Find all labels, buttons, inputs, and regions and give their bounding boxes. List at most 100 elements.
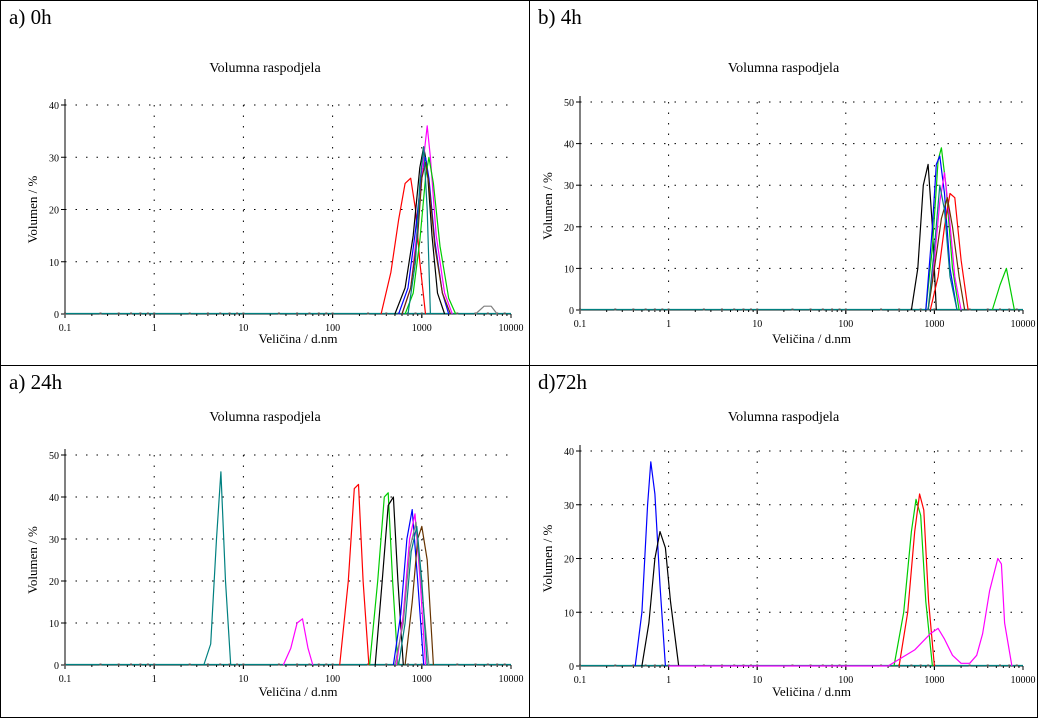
- series-line-5: [374, 496, 404, 666]
- series-line-3: [925, 155, 958, 311]
- baseline-marker: [228, 312, 231, 315]
- panel-label: b) 4h: [538, 5, 582, 29]
- series-line-1: [203, 471, 232, 666]
- baseline-marker: [456, 312, 459, 315]
- series-line-2: [282, 618, 314, 666]
- baseline-marker: [242, 663, 245, 666]
- series-line-3: [398, 156, 450, 315]
- baseline-marker: [486, 663, 489, 666]
- baseline-marker: [99, 663, 102, 666]
- x-tick-label: 10000: [499, 323, 524, 334]
- baseline-marker: [219, 312, 222, 315]
- baseline-marker: [296, 312, 299, 315]
- series-line-6: [401, 161, 452, 315]
- baseline-marker: [503, 663, 506, 666]
- baseline-marker: [277, 663, 280, 666]
- baseline-marker: [236, 663, 239, 666]
- series-line-8: [404, 525, 434, 666]
- baseline-marker: [756, 308, 759, 311]
- baseline-marker: [791, 308, 794, 311]
- baseline-marker: [277, 312, 280, 315]
- baseline-marker: [146, 312, 149, 315]
- baseline-marker: [632, 664, 635, 667]
- baseline-marker: [188, 312, 191, 315]
- y-tick-label: 30: [49, 153, 59, 164]
- x-tick-label: 0.1: [59, 323, 72, 334]
- y-tick-label: 40: [564, 447, 574, 458]
- baseline-marker: [809, 308, 812, 311]
- chart-title: Volumna raspodjela: [727, 410, 840, 425]
- baseline-marker: [632, 308, 635, 311]
- y-tick-label: 0: [569, 662, 574, 673]
- chart-title: Volumna raspodjela: [209, 61, 321, 76]
- panel-label: a) 0h: [9, 5, 52, 29]
- baseline-marker: [661, 664, 664, 667]
- y-tick-label: 40: [564, 140, 574, 151]
- baseline-marker: [153, 663, 156, 666]
- baseline-marker: [331, 312, 334, 315]
- x-tick-label: 10: [752, 675, 762, 686]
- y-tick-label: 10: [564, 608, 574, 619]
- baseline-marker: [139, 312, 142, 315]
- baseline-marker: [420, 312, 423, 315]
- baseline-marker: [644, 308, 647, 311]
- baseline-marker: [317, 663, 320, 666]
- y-tick-label: 30: [49, 535, 59, 546]
- baseline-marker: [296, 663, 299, 666]
- x-tick-label: 1: [666, 675, 671, 686]
- baseline-marker: [653, 308, 656, 311]
- baseline-marker: [986, 664, 989, 667]
- baseline-marker: [1015, 664, 1018, 667]
- baseline-marker: [406, 663, 409, 666]
- baseline-marker: [919, 308, 922, 311]
- y-tick-label: 20: [564, 223, 574, 234]
- baseline-marker: [503, 312, 506, 315]
- y-tick-label: 10: [49, 258, 59, 269]
- baseline-marker: [308, 312, 311, 315]
- baseline-marker: [733, 308, 736, 311]
- baseline-marker: [117, 663, 120, 666]
- x-axis-label: Veličina / d.nm: [258, 684, 337, 699]
- baseline-marker: [496, 663, 499, 666]
- baseline-marker: [117, 312, 120, 315]
- baseline-marker: [325, 312, 328, 315]
- y-tick-label: 20: [564, 555, 574, 566]
- baseline-marker: [325, 663, 328, 666]
- y-axis-label: Volumen / %: [540, 172, 555, 240]
- series-line-7: [395, 513, 427, 666]
- baseline-marker: [486, 312, 489, 315]
- baseline-marker: [927, 664, 930, 667]
- chart-svg: 0.1 1 10 100 1000 10000 0 10 20 30 40 50 Veličina / …: [25, 449, 524, 699]
- baseline-marker: [614, 308, 617, 311]
- x-tick-label: 1: [152, 674, 157, 685]
- baseline-marker: [986, 308, 989, 311]
- x-tick-label: 10000: [499, 674, 524, 685]
- y-tick-label: 50: [49, 451, 59, 462]
- x-tick-label: 10: [752, 319, 762, 330]
- baseline-marker: [474, 663, 477, 666]
- y-tick-label: 40: [49, 101, 59, 112]
- baseline-marker: [653, 664, 656, 667]
- x-tick-label: 10: [238, 674, 248, 685]
- baseline-marker: [579, 664, 581, 667]
- x-tick-label: 100: [325, 674, 340, 685]
- baseline-marker: [130, 663, 133, 666]
- series-line-4: [927, 172, 962, 311]
- baseline-marker: [720, 308, 723, 311]
- x-axis-label: Veličina / d.nm: [772, 331, 851, 346]
- baseline-marker: [414, 663, 417, 666]
- baseline-marker: [228, 663, 231, 666]
- baseline-marker: [844, 308, 847, 311]
- baseline-marker: [236, 312, 239, 315]
- baseline-marker: [130, 312, 133, 315]
- baseline-marker: [667, 664, 670, 667]
- series-line-10: [398, 525, 428, 666]
- panel-label: d)72h: [538, 370, 587, 394]
- x-tick-label: 1000: [924, 675, 944, 686]
- y-axis-label: Volumen / %: [25, 526, 40, 594]
- baseline-marker: [898, 308, 901, 311]
- baseline-marker: [385, 663, 388, 666]
- series-line-2: [394, 146, 446, 315]
- series-line-2: [641, 531, 680, 667]
- baseline-marker: [1015, 308, 1018, 311]
